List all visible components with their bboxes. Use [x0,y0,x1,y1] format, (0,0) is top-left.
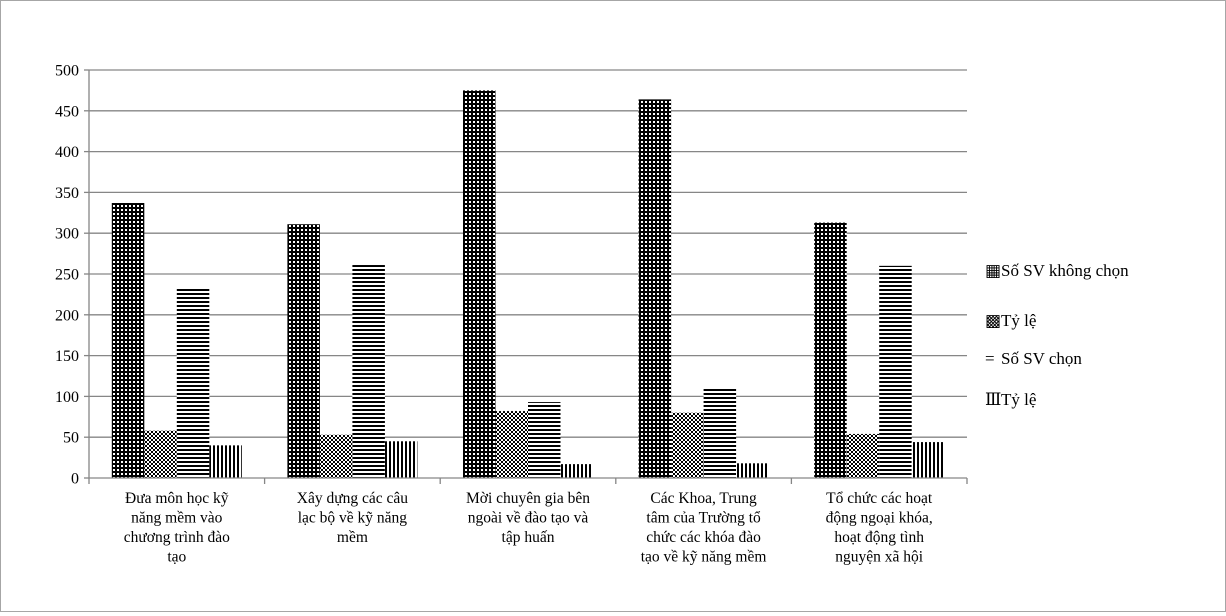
x-axis-category-labels: Đưa môn học kỹ năng mềm vào chương trình đ… [124,490,933,566]
legend-marker-checker: ▩ [985,311,1001,330]
bar-3-1 [176,287,210,478]
bar-4-2 [384,441,418,478]
x-category-label: Mời chuyên gia bên ngoài về đào tạo và tập… [466,490,590,546]
bar-2-2 [319,434,353,478]
bar-2-3 [495,411,528,478]
bar-1-3 [463,90,496,479]
bar-4-5 [911,442,945,478]
bar-1-4 [638,99,672,478]
y-tick-label: 300 [55,226,79,243]
y-tick-label: 100 [55,389,79,406]
bar-3-3 [528,402,561,478]
y-tick-label: 400 [55,144,79,161]
bar-4-3 [560,464,593,478]
bar-2-1 [144,430,177,478]
gridlines [89,69,967,438]
bar-4-1 [209,445,242,478]
bar-4-4 [736,463,769,478]
x-category-label: Các Khoa, Trung tâm của Trường tổ chức các… [641,490,767,566]
x-category-label: Đưa môn học kỹ năng mềm vào chương trình đ… [124,490,230,566]
legend-marker-dots: ▦ [985,261,1001,280]
legend-marker-vlines: Ⅲ [985,390,1001,409]
x-category-label: Tổ chức các hoạt động ngoại khóa, hoạt độn… [826,490,933,566]
legend-label: Tỷ lệ [1001,390,1036,409]
bar-3-5 [879,265,912,478]
y-tick-label: 250 [55,267,79,284]
x-category-label: Xây dựng các câu lạc bộ về kỹ năng mềm [297,490,408,546]
bar-1-2 [287,224,320,478]
bar-2-5 [846,433,880,478]
y-tick-label: 150 [55,348,79,365]
y-tick-label: 50 [63,430,79,447]
bar-1-5 [814,222,847,478]
bar-2-4 [671,412,704,478]
bar-3-2 [352,265,385,478]
bar-3-4 [703,388,737,478]
y-tick-label: 450 [55,103,79,120]
y-tick-label: 0 [71,471,79,488]
legend-marker-hlines: = [985,349,995,368]
y-tick-label: 350 [55,185,79,202]
legend-label: Số SV không chọn [1001,261,1129,280]
y-tick-label: 500 [55,63,79,80]
legend-label: Tỷ lệ [1001,311,1036,330]
bars [111,90,945,479]
y-axis-tick-labels: 0 50 100 150 200 250 300 350 400 450 500 [55,63,79,488]
bar-1-1 [111,203,145,478]
axes [84,69,968,484]
y-tick-label: 200 [55,307,79,324]
legend-label: Số SV chọn [1001,349,1082,368]
